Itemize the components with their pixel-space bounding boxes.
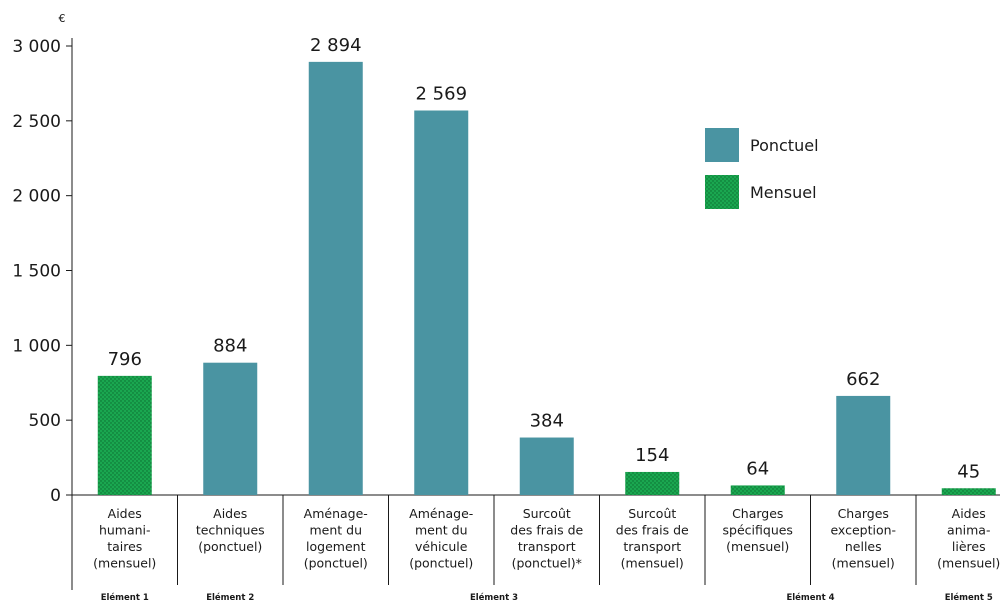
category-label: Aides <box>108 506 142 521</box>
bar <box>625 471 680 495</box>
category-label: spécifiques <box>723 523 793 538</box>
legend-label: Mensuel <box>750 183 817 202</box>
group-label: Elément 1 <box>101 592 149 602</box>
bar <box>941 488 996 495</box>
category-label: (ponctuel)* <box>512 556 582 571</box>
category-label: Aménage- <box>304 506 368 521</box>
category-label: taires <box>107 539 142 554</box>
category-label: (mensuel) <box>726 539 789 554</box>
category-label: (mensuel) <box>93 556 156 571</box>
group-label: Elément 3 <box>470 592 518 602</box>
legend-swatch <box>705 128 739 162</box>
axes: 0 500 1 000 1 500 2 000 2 500 3 000 <box>12 37 1000 590</box>
legend: Ponctuel Mensuel <box>705 128 819 209</box>
group-label: Elément 5 <box>945 592 993 602</box>
category-label: nelles <box>845 539 882 554</box>
category-label: des frais de <box>616 523 689 538</box>
group-label: Elément 4 <box>786 592 834 602</box>
category-label: véhicule <box>415 539 468 554</box>
bar <box>519 437 574 495</box>
y-tick-label: 2 500 <box>12 112 61 132</box>
group-labels: Elément 1 Elément 2 Elément 3 Elément 4 Elém… <box>101 592 993 602</box>
category-label: Surcoût <box>523 506 571 521</box>
category-label: des frais de <box>510 523 583 538</box>
group-label: Elément 2 <box>206 592 254 602</box>
bar <box>308 61 363 496</box>
data-label: 384 <box>530 411 564 432</box>
bar <box>203 362 258 495</box>
category-label: anima- <box>947 523 990 538</box>
category-label: humani- <box>99 523 151 538</box>
category-label: lières <box>952 539 986 554</box>
data-label: 154 <box>635 445 669 466</box>
data-labels: 796 884 2 894 2 569 384 154 64 662 45 <box>108 35 981 482</box>
data-label: 796 <box>108 349 142 370</box>
category-label: (ponctuel) <box>198 539 262 554</box>
category-label: exception- <box>830 523 896 538</box>
category-label: Surcoût <box>628 506 676 521</box>
category-label: Charges <box>732 506 783 521</box>
data-label: 2 569 <box>415 84 467 105</box>
y-tick-label: 500 <box>29 411 61 431</box>
data-label: 45 <box>957 461 980 482</box>
bar <box>97 375 152 495</box>
bar <box>730 485 785 495</box>
category-label: Charges <box>838 506 889 521</box>
y-tick-label: 3 000 <box>12 37 61 57</box>
y-tick-label: 2 000 <box>12 187 61 207</box>
category-label: transport <box>623 539 681 554</box>
category-label: (mensuel) <box>621 556 684 571</box>
category-labels: Aides humani-taires (mensuel) Aides techniqu… <box>93 506 1000 571</box>
category-label: ment du <box>415 523 468 538</box>
data-label: 2 894 <box>310 35 362 56</box>
data-label: 884 <box>213 336 247 357</box>
data-label: 662 <box>846 369 880 390</box>
y-tick-label: 0 <box>50 486 61 506</box>
category-label: (mensuel) <box>832 556 895 571</box>
bar <box>836 395 891 495</box>
category-label: Aménage- <box>409 506 473 521</box>
category-label: ment du <box>309 523 362 538</box>
legend-swatch <box>705 175 739 209</box>
category-label: (mensuel) <box>937 556 1000 571</box>
legend-label: Ponctuel <box>750 136 819 155</box>
y-axis-unit: € <box>59 12 66 25</box>
category-label: (ponctuel) <box>409 556 473 571</box>
category-label: logement <box>306 539 366 554</box>
category-label: Aides <box>952 506 986 521</box>
category-label: techniques <box>196 523 265 538</box>
bars <box>97 61 996 496</box>
category-label: Aides <box>213 506 247 521</box>
data-label: 64 <box>746 458 769 479</box>
category-label: transport <box>518 539 576 554</box>
y-tick-label: 1 000 <box>12 336 61 356</box>
category-label: (ponctuel) <box>304 556 368 571</box>
bar <box>414 110 469 495</box>
y-tick-label: 1 500 <box>12 262 61 282</box>
